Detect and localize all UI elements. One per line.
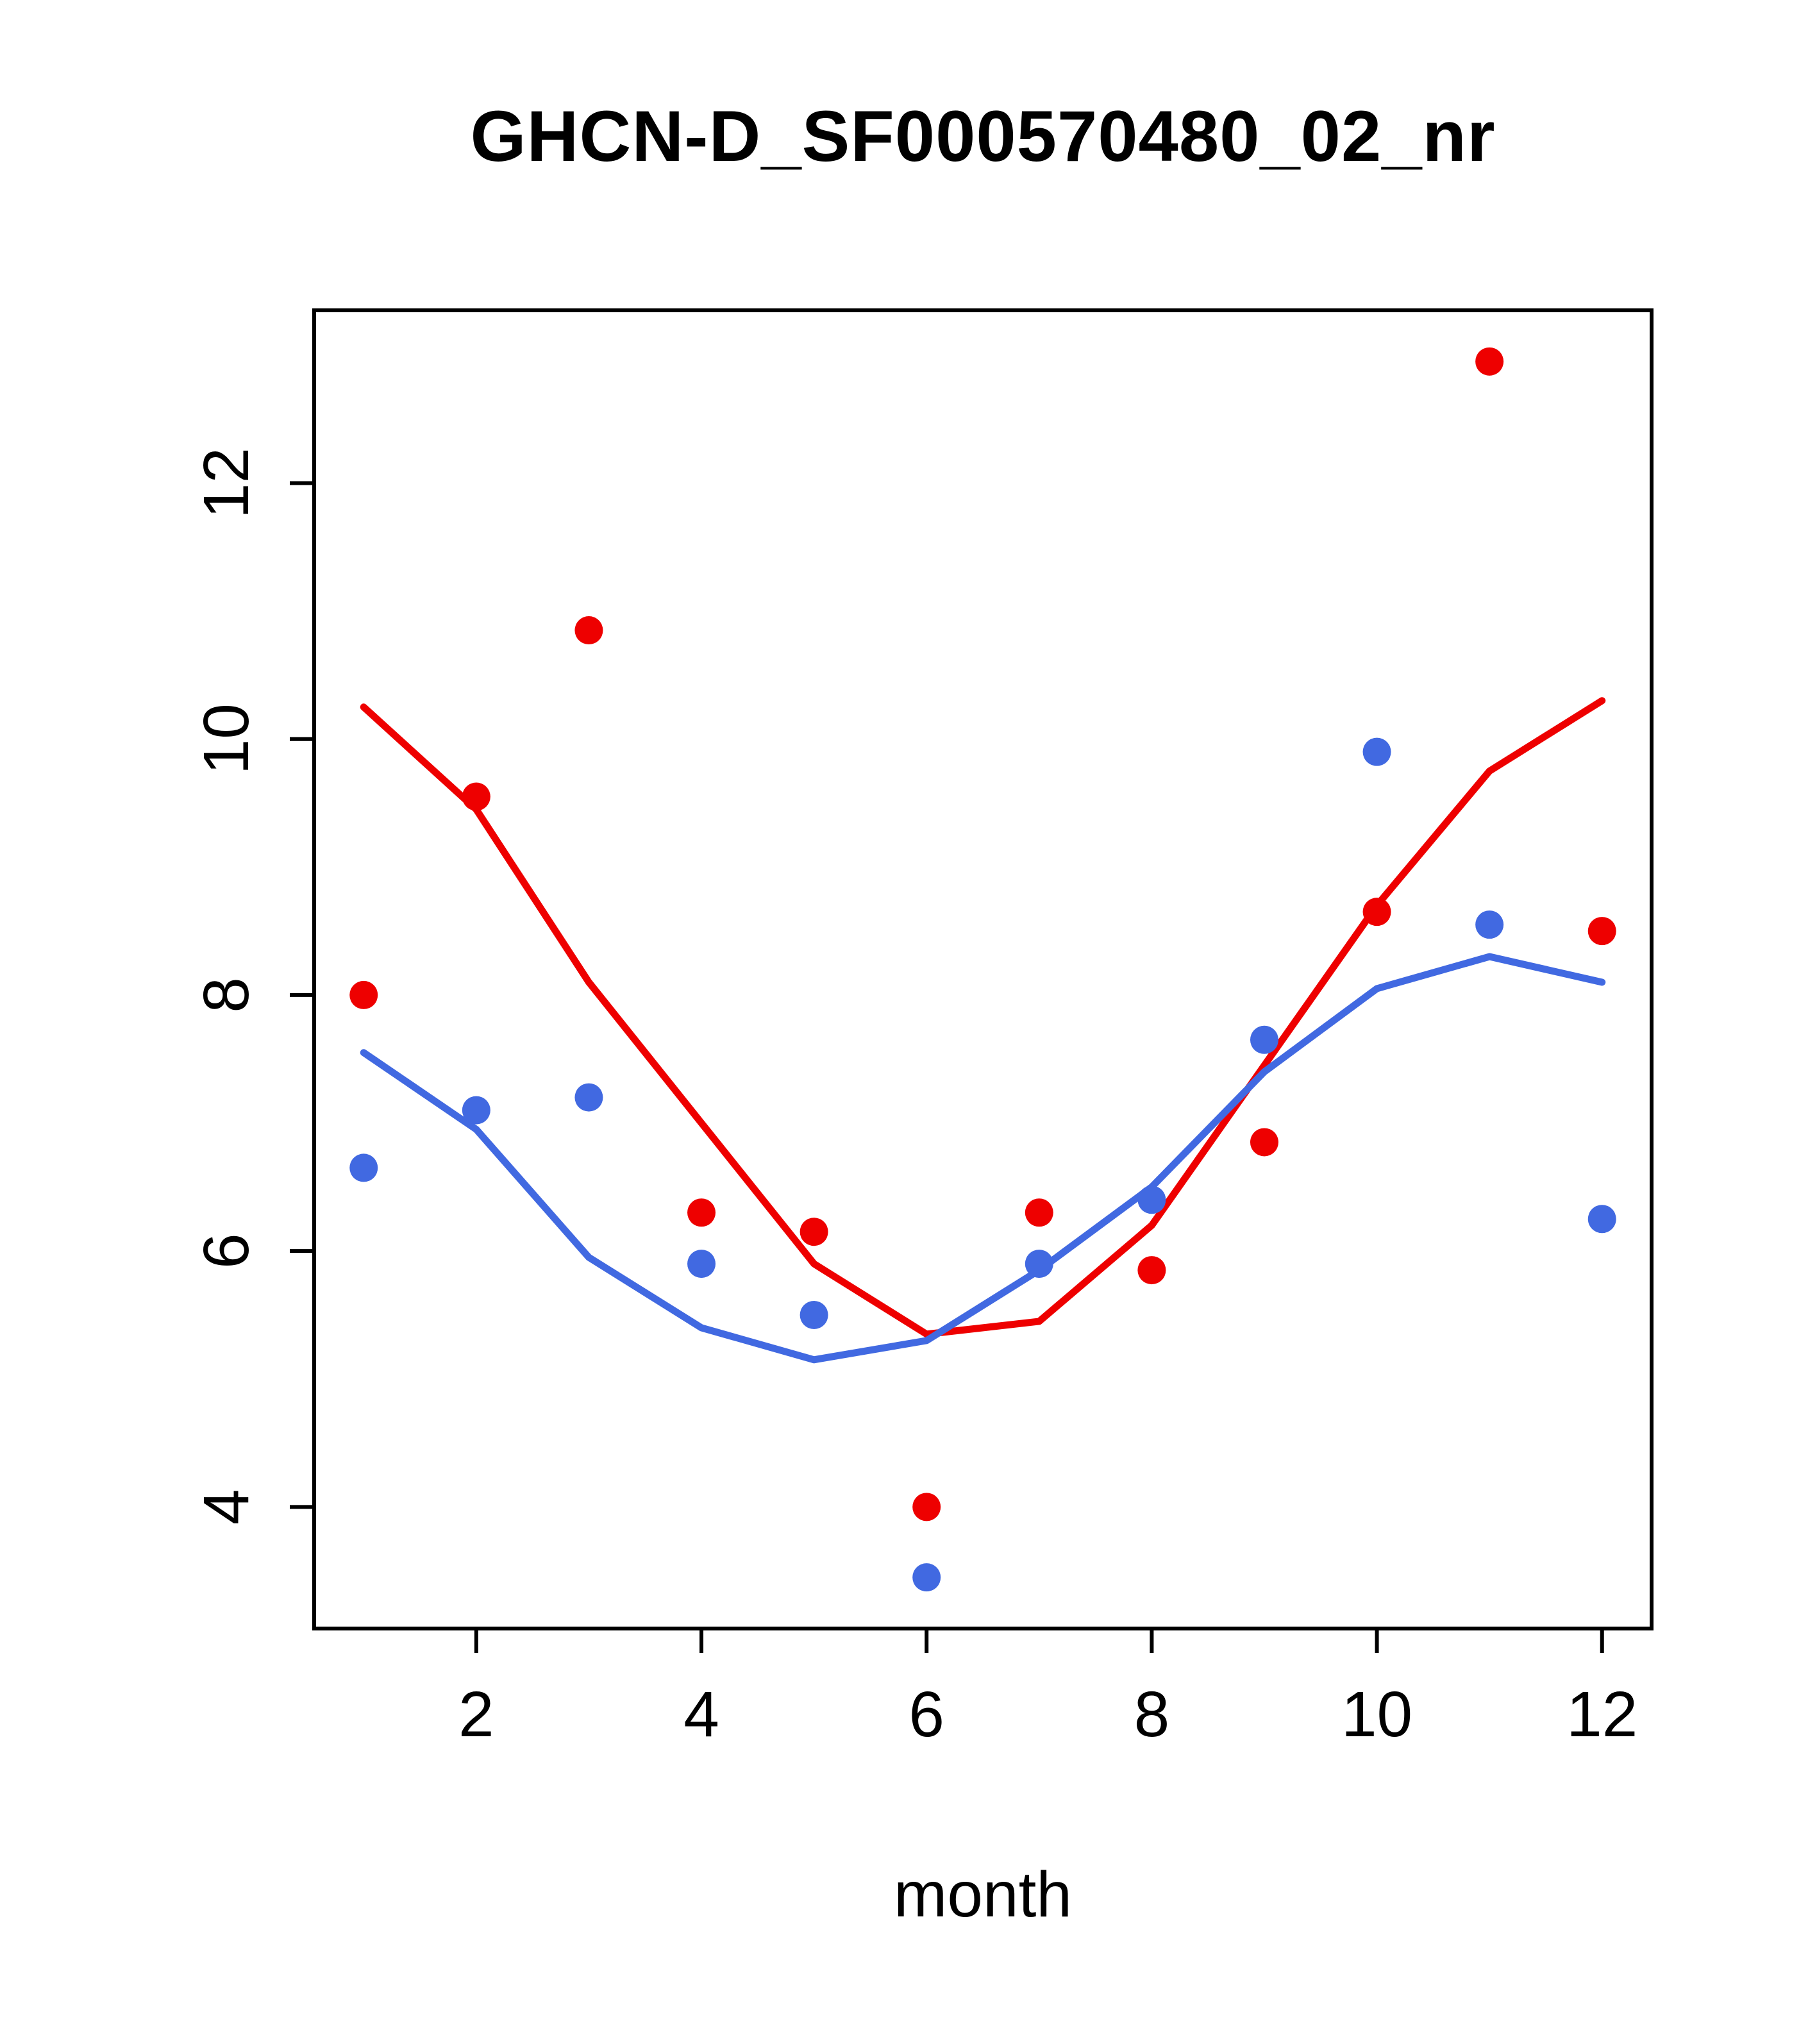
red-points-point: [1250, 1128, 1278, 1157]
x-tick-label: 6: [908, 1679, 944, 1750]
x-tick-label: 12: [1566, 1679, 1637, 1750]
red-points-point: [1587, 917, 1616, 946]
x-tick-label: 4: [683, 1679, 719, 1750]
blue-points-point: [1137, 1185, 1166, 1214]
blue-points-point: [687, 1250, 716, 1278]
blue-points-point: [1475, 910, 1504, 939]
red-points-point: [800, 1218, 828, 1246]
chart-title: GHCN-D_SF000570480_02_nr: [470, 96, 1496, 176]
y-tick-label: 12: [190, 448, 262, 519]
red-points-point: [1137, 1256, 1166, 1285]
y-tick-label: 4: [190, 1489, 262, 1525]
red-points-point: [574, 616, 603, 645]
x-tick-label: 10: [1341, 1679, 1412, 1750]
red-points-point: [1025, 1198, 1053, 1227]
x-tick-label: 2: [458, 1679, 494, 1750]
red-points-point: [1362, 898, 1391, 926]
blue-points-point: [1362, 737, 1391, 766]
red-points-point: [1475, 347, 1504, 376]
blue-points-point: [574, 1083, 603, 1112]
y-tick-label: 8: [190, 977, 262, 1013]
blue-points-point: [1025, 1250, 1053, 1278]
blue-points-point: [1587, 1205, 1616, 1234]
red-points-point: [462, 782, 490, 811]
x-axis-label: month: [894, 1859, 1072, 1931]
blue-points-point: [349, 1153, 378, 1182]
red-points-point: [687, 1198, 716, 1227]
red-points-point: [349, 980, 378, 1009]
plot-border: [312, 308, 1654, 1630]
red-trend-line: [360, 697, 1606, 1338]
blue-trend-line: [360, 953, 1606, 1364]
blue-points-point: [800, 1300, 828, 1329]
y-tick-label: 6: [190, 1233, 262, 1269]
blue-points-point: [912, 1563, 941, 1592]
blue-points-point: [1250, 1025, 1278, 1054]
red-points-point: [912, 1493, 941, 1521]
x-tick-label: 8: [1134, 1679, 1170, 1750]
blue-points-point: [462, 1096, 490, 1125]
y-tick-label: 10: [190, 703, 262, 775]
